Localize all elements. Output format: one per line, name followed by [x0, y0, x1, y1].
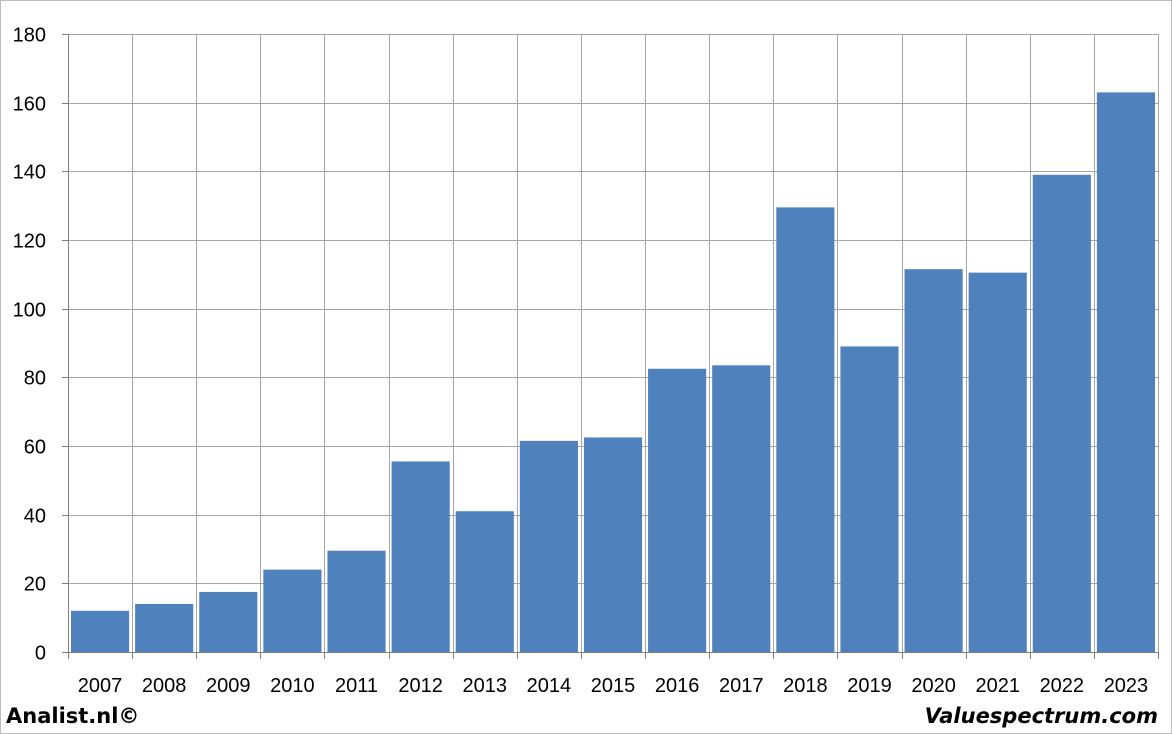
bar-2009 [199, 591, 258, 652]
bar-2010 [263, 569, 322, 652]
bar-2015 [583, 437, 643, 652]
x-tick-label: 2014 [527, 675, 572, 697]
axes [62, 34, 1159, 659]
x-tick-label: 2009 [206, 675, 251, 697]
bar-2018 [776, 207, 835, 652]
y-tick-label: 40 [24, 506, 46, 528]
bar-2021 [968, 272, 1027, 652]
x-tick-label: 2015 [591, 675, 636, 697]
bar-2019 [840, 346, 899, 652]
x-tick-label: 2021 [975, 675, 1020, 697]
bar-2008 [135, 603, 194, 652]
x-tick-label: 2022 [1040, 675, 1085, 697]
x-tick-label: 2010 [270, 675, 315, 697]
x-tick-label: 2012 [398, 675, 443, 697]
x-tick-label: 2023 [1104, 675, 1149, 697]
bars [71, 92, 1155, 653]
x-tick-label: 2008 [142, 675, 187, 697]
bar-2016 [648, 368, 707, 652]
x-tick-label: 2016 [655, 675, 700, 697]
y-tick-label: 20 [24, 574, 46, 596]
x-tick-label: 2017 [719, 675, 764, 697]
bar-2011 [327, 550, 386, 652]
bar-2022 [1032, 174, 1091, 652]
source-credit-right: Valuespectrum.com [924, 704, 1158, 728]
bar-2014 [519, 440, 578, 652]
y-tick-label: 100 [13, 300, 46, 322]
y-tick-label: 120 [13, 231, 46, 253]
bar-2023 [1096, 92, 1155, 653]
x-tick-label: 2020 [911, 675, 956, 697]
bar-2017 [712, 365, 771, 652]
y-tick-label: 160 [13, 94, 46, 116]
x-tick-label: 2018 [783, 675, 828, 697]
source-credit-left: Analist.nl© [6, 704, 140, 728]
bar-2007 [71, 610, 130, 652]
y-tick-label: 60 [24, 437, 46, 459]
x-tick-label: 2007 [78, 675, 123, 697]
x-tick-label: 2019 [847, 675, 892, 697]
x-tick-labels: 2007 2008 2009 2010 2011 2012 2013 2014 2015 2016… [78, 675, 1148, 697]
bar-2020 [904, 269, 963, 652]
y-tick-label: 140 [13, 162, 46, 184]
y-tick-labels: 0 20 40 60 80 100 120 140 160 180 [13, 25, 46, 665]
y-tick-label: 180 [13, 25, 46, 47]
y-tick-label: 0 [35, 643, 46, 665]
x-tick-label: 2013 [463, 675, 508, 697]
bar-2012 [391, 461, 450, 652]
x-tick-label: 2011 [335, 675, 378, 697]
y-tick-label: 80 [24, 368, 46, 390]
bar-2013 [455, 511, 514, 652]
